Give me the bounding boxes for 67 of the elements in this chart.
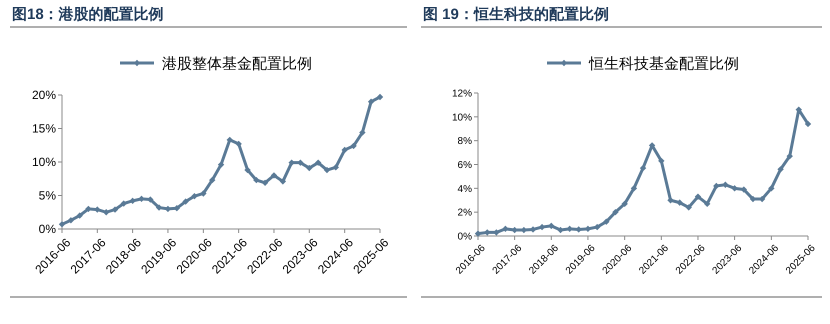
point	[359, 129, 366, 136]
point	[120, 200, 127, 207]
point	[129, 198, 136, 204]
point	[270, 172, 278, 179]
y-tick-label: 15%	[32, 122, 56, 136]
y-tick-label: 20%	[32, 88, 56, 102]
point	[376, 94, 384, 100]
point	[68, 217, 74, 224]
point	[76, 212, 83, 219]
point	[704, 200, 710, 208]
point	[306, 164, 312, 172]
legend-label: 恒生科技基金配置比例	[588, 56, 739, 72]
point	[235, 140, 242, 148]
y-tick-label: 10%	[32, 155, 56, 170]
point	[341, 146, 348, 154]
point	[280, 178, 286, 185]
legend-label: 港股整体基金配置比例	[162, 56, 312, 72]
point	[777, 166, 784, 172]
point	[314, 159, 322, 166]
point	[786, 152, 793, 160]
point	[640, 164, 646, 172]
point	[94, 206, 101, 213]
y-tick-label: 0%	[458, 232, 472, 242]
point	[262, 180, 268, 186]
y-tick-label: 10%	[452, 112, 472, 124]
y-tick-label: 2%	[458, 208, 472, 219]
point	[658, 158, 665, 164]
point	[538, 224, 546, 230]
point	[676, 199, 683, 206]
chart-title: 图 19：恒生科技的配置比例	[423, 6, 609, 23]
point	[768, 185, 775, 192]
chart-title: 图18：港股的配置比例	[12, 6, 164, 23]
point	[484, 229, 490, 236]
point	[630, 185, 638, 192]
point	[368, 98, 374, 105]
point	[557, 226, 564, 234]
point	[200, 190, 207, 197]
point	[218, 161, 224, 168]
point	[253, 176, 260, 184]
point	[603, 218, 610, 225]
point	[324, 166, 330, 174]
point	[209, 176, 216, 184]
point	[147, 196, 154, 203]
point	[694, 193, 702, 200]
point	[112, 206, 118, 213]
point	[156, 204, 162, 211]
point	[103, 209, 110, 216]
y-tick-label: 6%	[458, 160, 472, 171]
y-tick-label: 0%	[38, 222, 56, 236]
point	[621, 200, 628, 208]
y-tick-label: 4%	[458, 184, 472, 195]
point	[667, 197, 674, 204]
point	[182, 198, 189, 205]
point	[191, 192, 198, 200]
point	[804, 120, 812, 128]
point	[731, 185, 738, 192]
point	[244, 166, 251, 174]
point	[226, 136, 233, 144]
y-tick-label: 5%	[38, 188, 56, 203]
point	[548, 222, 554, 230]
point	[686, 204, 692, 211]
y-tick-label: 8%	[458, 136, 472, 148]
y-tick-label: 12%	[452, 88, 472, 100]
point	[332, 164, 339, 171]
point	[612, 208, 619, 216]
point	[350, 142, 357, 150]
point	[740, 186, 748, 193]
